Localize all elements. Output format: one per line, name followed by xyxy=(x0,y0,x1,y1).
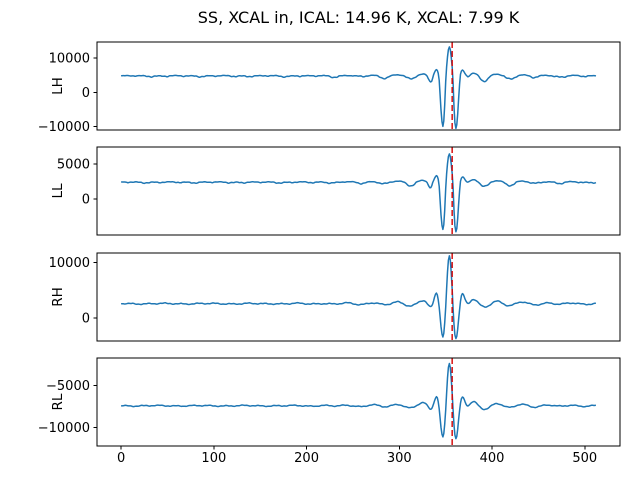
x-tick-label: 500 xyxy=(572,451,597,466)
y-tick-label: −10000 xyxy=(38,421,90,436)
figure-title: SS, XCAL in, ICAL: 14.96 K, XCAL: 7.99 K xyxy=(197,8,520,27)
y-axis-label: LL xyxy=(50,183,66,199)
y-tick-label: 0 xyxy=(82,312,90,327)
y-axis-label: RH xyxy=(50,287,66,307)
y-tick-label: −10000 xyxy=(38,120,90,135)
x-tick-label: 400 xyxy=(480,451,505,466)
y-tick-label: 0 xyxy=(82,86,90,101)
axes-box xyxy=(96,41,621,131)
subplot-rh: 10000 0 RH xyxy=(49,252,621,342)
y-tick-label: 10000 xyxy=(49,256,90,271)
subplot-rl: −5000 −10000 RL 0 100 200 300 400 500 xyxy=(38,357,621,466)
axes-box xyxy=(96,357,621,447)
x-tick-label: 0 xyxy=(117,451,125,466)
y-tick-label: 10000 xyxy=(49,52,90,67)
waveform-line xyxy=(120,153,597,233)
subplot-lh: 10000 0 −10000 LH xyxy=(38,41,621,135)
y-axis-label: RL xyxy=(50,393,66,410)
waveform-line xyxy=(121,255,596,340)
subplot-ll: 5000 0 LL xyxy=(50,146,621,236)
y-tick-label: 5000 xyxy=(57,157,90,172)
x-tick-label: 300 xyxy=(387,451,412,466)
y-axis-label: LH xyxy=(50,77,66,95)
axes-box xyxy=(96,146,621,236)
x-tick-label: 100 xyxy=(201,451,226,466)
waveform-line xyxy=(120,46,597,130)
y-tick-label: 0 xyxy=(82,193,90,208)
y-tick-label: −5000 xyxy=(46,379,90,394)
axes-box xyxy=(96,252,621,342)
waveform-line xyxy=(121,362,596,440)
x-tick-label: 200 xyxy=(294,451,319,466)
